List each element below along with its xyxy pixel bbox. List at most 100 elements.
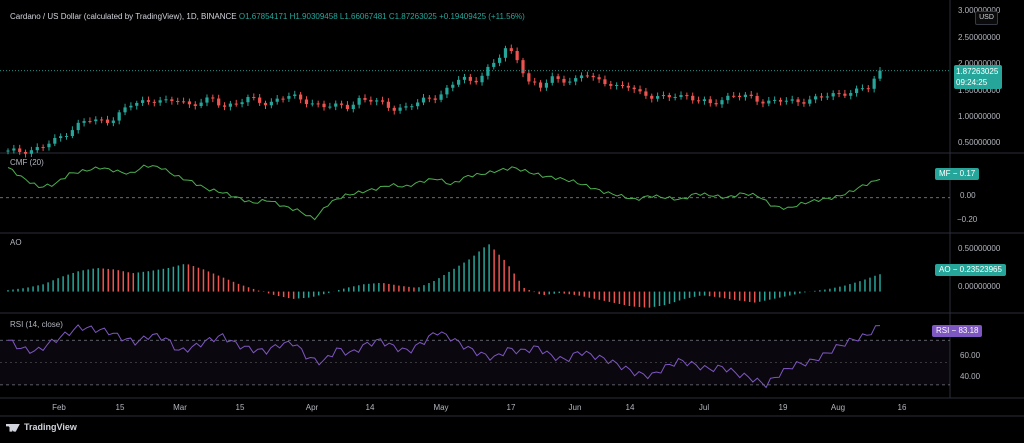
candle-body <box>228 103 232 107</box>
candle-body <box>170 99 174 101</box>
candle-body <box>222 105 227 107</box>
candle-body <box>293 94 297 97</box>
candle-body <box>240 102 244 105</box>
cmf-line <box>7 164 881 221</box>
candle-body <box>579 75 584 79</box>
candle-body <box>644 91 648 96</box>
candle-body <box>620 84 625 86</box>
tradingview-brand[interactable]: TradingView <box>6 422 77 432</box>
candle-body <box>263 102 268 106</box>
candle-body <box>451 84 455 88</box>
currency-button[interactable]: USD <box>975 11 998 25</box>
candle-body <box>767 100 771 104</box>
candle-body <box>18 148 22 152</box>
candle-body <box>720 100 724 105</box>
candle-body <box>193 104 197 106</box>
candle-body <box>135 102 139 106</box>
candle-body <box>6 150 10 152</box>
candle-body <box>814 96 818 100</box>
rsi-legend[interactable]: RSI (14, close) <box>10 320 63 329</box>
price-axis-label: 1.50000000 <box>958 86 1001 95</box>
candle-body <box>246 97 250 103</box>
tradingview-logo-icon <box>6 423 20 432</box>
price-axis-label: 0.50000000 <box>958 138 1001 147</box>
ao-legend[interactable]: AO <box>10 238 22 247</box>
candle-body <box>784 100 788 102</box>
candle-body <box>667 95 671 98</box>
candle-body <box>111 120 115 123</box>
ao-axis-label: 0.50000000 <box>958 244 1001 253</box>
time-axis-label: Mar <box>173 403 187 412</box>
candle-body <box>778 99 783 102</box>
candle-body <box>708 99 712 104</box>
candle-body <box>29 150 34 154</box>
cmf-axis[interactable]: 0.00 −0.20 <box>957 191 978 224</box>
candle-body <box>726 95 730 101</box>
symbol-header[interactable]: Cardano / US Dollar (calculated by Tradi… <box>10 12 525 21</box>
price-axis[interactable]: 3.00000000 2.50000000 2.00000000 1.50000… <box>958 6 1001 147</box>
candle-body <box>345 104 350 109</box>
candle-body <box>825 96 829 98</box>
candle-body <box>732 95 736 97</box>
candle-body <box>47 143 51 148</box>
rsi-axis-label: 60.00 <box>960 351 981 360</box>
candle-body <box>334 103 338 107</box>
candle-body <box>591 75 595 78</box>
ohlc-high: H1.90309458 <box>289 12 338 21</box>
candle-body <box>386 101 391 108</box>
candle-body <box>258 97 262 103</box>
candle-body <box>310 103 314 105</box>
time-axis-label: 16 <box>898 403 907 412</box>
candle-body <box>23 151 28 154</box>
candle-body <box>76 122 80 131</box>
candle-body <box>287 96 291 99</box>
candle-body <box>187 101 192 105</box>
cmf-axis-label: 0.00 <box>960 191 976 200</box>
candle-body <box>808 99 812 104</box>
symbol-title: Cardano / US Dollar (calculated by Tradi… <box>10 12 237 21</box>
candle-body <box>533 81 537 83</box>
price-change: +0.19409425 (+11.56%) <box>439 12 525 21</box>
candle-body <box>696 100 701 102</box>
price-axis-label: 2.00000000 <box>958 59 1001 68</box>
candle-body <box>556 76 560 79</box>
rsi-axis-label: 40.00 <box>960 372 981 381</box>
rsi-axis[interactable]: 60.00 40.00 <box>960 351 981 381</box>
candle-body <box>574 78 578 82</box>
candle-body <box>521 60 525 74</box>
candle-body <box>316 103 320 105</box>
candle-body <box>369 99 373 102</box>
candle-body <box>638 89 642 92</box>
candle-body <box>357 98 361 105</box>
ohlc-low: L1.66067481 <box>339 12 387 21</box>
candle-body <box>129 105 133 108</box>
candle-body <box>755 96 759 102</box>
candle-body <box>474 80 478 83</box>
candle-body <box>176 100 180 102</box>
candle-body <box>427 97 431 99</box>
candle-body <box>503 48 508 58</box>
candle-body <box>743 94 747 97</box>
candle-body <box>790 99 794 101</box>
candle-body <box>117 112 121 121</box>
candle-body <box>796 99 800 103</box>
cmf-legend[interactable]: CMF (20) <box>10 158 44 167</box>
candle-body <box>404 106 408 108</box>
candle-body <box>878 70 882 79</box>
cmf-axis-label: −0.20 <box>957 215 978 224</box>
candle-body <box>70 130 74 137</box>
candle-body <box>398 107 402 111</box>
candle-body <box>299 94 303 100</box>
ao-axis[interactable]: 0.50000000 0.00000000 <box>958 244 1001 291</box>
time-axis[interactable]: Feb 15 Mar 15 Apr 14 May 17 Jun 14 Jul 1… <box>52 403 907 412</box>
price-axis-label: 1.00000000 <box>958 112 1001 121</box>
candle-body <box>837 93 841 95</box>
candle-body <box>462 76 467 80</box>
rsi-pane <box>0 324 950 389</box>
candle-body <box>304 99 309 105</box>
candle-body <box>322 103 326 108</box>
candle-body <box>609 84 613 86</box>
ao-value-tag: AO − 0.23523965 <box>935 264 1006 276</box>
time-axis-label: Feb <box>52 403 66 412</box>
